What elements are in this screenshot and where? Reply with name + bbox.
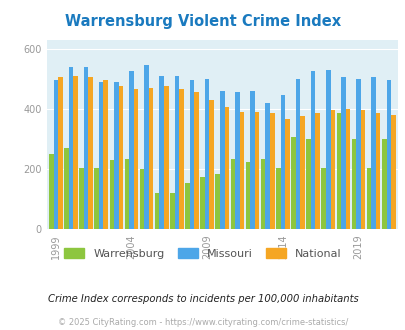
Bar <box>189 80 194 229</box>
Bar <box>239 112 244 229</box>
Bar <box>129 71 133 229</box>
Bar <box>149 88 153 229</box>
Bar <box>64 148 68 229</box>
Bar <box>114 82 118 229</box>
Bar <box>174 76 179 229</box>
Bar <box>179 89 183 229</box>
Bar <box>58 77 62 229</box>
Bar <box>340 77 345 229</box>
Bar <box>170 193 174 229</box>
Bar <box>49 154 53 229</box>
Bar <box>68 67 73 229</box>
Bar <box>290 138 295 229</box>
Legend: Warrensburg, Missouri, National: Warrensburg, Missouri, National <box>60 244 345 263</box>
Bar <box>280 95 284 229</box>
Bar <box>310 71 315 229</box>
Bar <box>185 183 189 229</box>
Bar <box>209 100 213 229</box>
Bar <box>155 193 159 229</box>
Bar <box>269 114 274 229</box>
Bar <box>109 160 114 229</box>
Bar <box>79 168 83 229</box>
Bar <box>83 67 88 229</box>
Bar <box>390 115 394 229</box>
Text: Crime Index corresponds to incidents per 100,000 inhabitants: Crime Index corresponds to incidents per… <box>47 294 358 304</box>
Bar <box>73 76 77 229</box>
Bar <box>118 86 123 229</box>
Bar <box>230 159 234 229</box>
Bar <box>205 79 209 229</box>
Bar <box>336 114 340 229</box>
Bar <box>284 119 289 229</box>
Bar <box>245 162 249 229</box>
Bar <box>260 159 265 229</box>
Bar <box>99 82 103 229</box>
Bar <box>375 114 379 229</box>
Bar <box>300 116 304 229</box>
Text: © 2025 CityRating.com - https://www.cityrating.com/crime-statistics/: © 2025 CityRating.com - https://www.city… <box>58 318 347 327</box>
Bar <box>366 168 371 229</box>
Bar <box>234 92 239 229</box>
Bar <box>159 76 164 229</box>
Bar <box>164 86 168 229</box>
Bar <box>224 107 228 229</box>
Bar <box>94 168 99 229</box>
Bar <box>295 79 300 229</box>
Bar <box>345 109 350 229</box>
Bar <box>381 139 386 229</box>
Bar <box>133 89 138 229</box>
Bar <box>254 112 259 229</box>
Bar <box>139 169 144 229</box>
Bar <box>355 79 360 229</box>
Bar <box>103 80 108 229</box>
Bar <box>144 65 149 229</box>
Bar <box>53 80 58 229</box>
Bar <box>124 159 129 229</box>
Bar <box>200 177 205 229</box>
Bar <box>371 77 375 229</box>
Bar <box>275 168 280 229</box>
Bar <box>249 91 254 229</box>
Bar <box>315 114 319 229</box>
Bar <box>220 91 224 229</box>
Bar <box>265 103 269 229</box>
Bar <box>351 139 355 229</box>
Bar <box>325 70 330 229</box>
Bar <box>194 92 198 229</box>
Bar <box>360 110 364 229</box>
Bar <box>330 110 334 229</box>
Bar <box>386 80 390 229</box>
Bar <box>88 77 93 229</box>
Bar <box>321 168 325 229</box>
Bar <box>305 139 310 229</box>
Text: Warrensburg Violent Crime Index: Warrensburg Violent Crime Index <box>65 14 340 29</box>
Bar <box>215 174 220 229</box>
